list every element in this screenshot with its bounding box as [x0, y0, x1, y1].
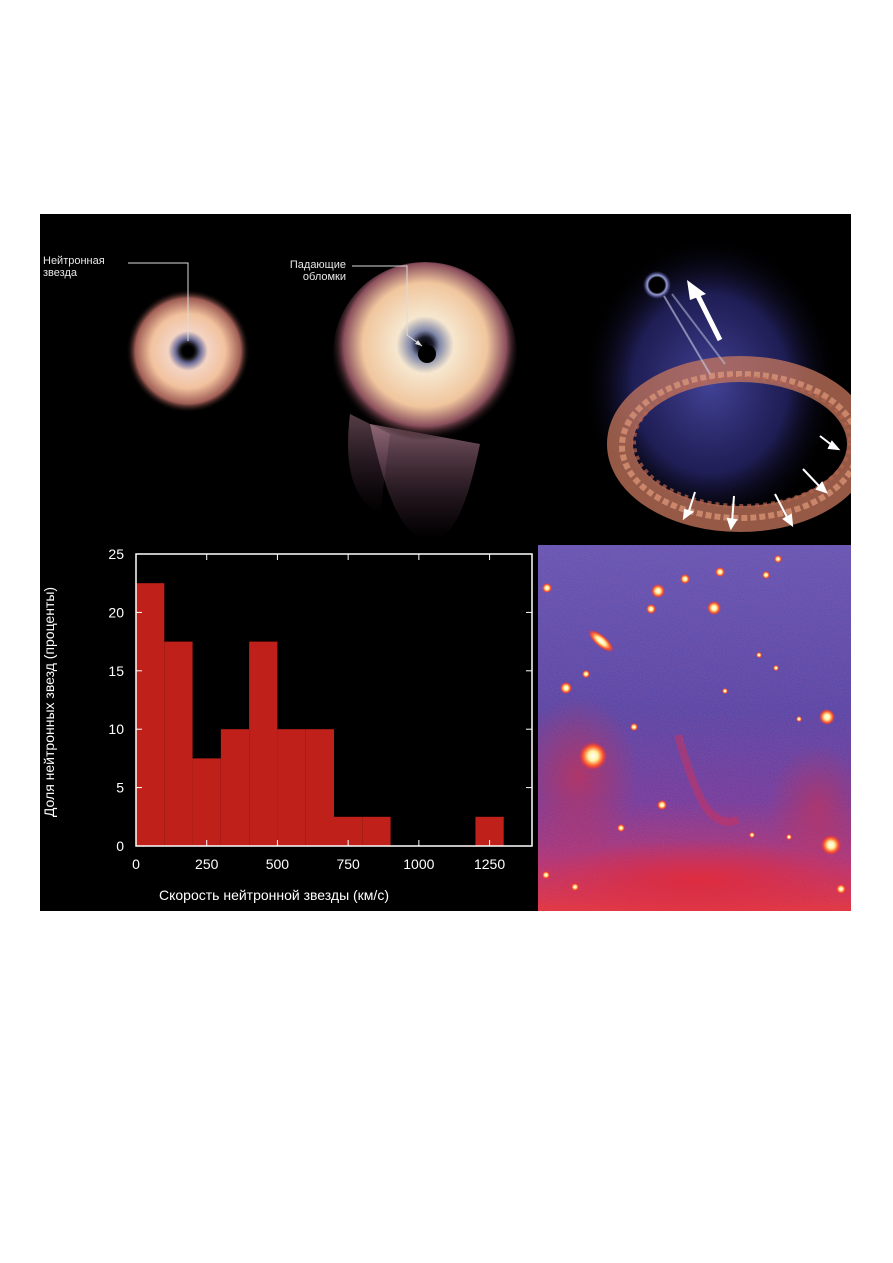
- x-tick-label-0: 0: [132, 856, 140, 872]
- histogram-bar-600-700: [305, 729, 334, 846]
- figure: Нейтронная звезда Падающие обломки 0 250 5…: [40, 214, 873, 920]
- x-tick-label-1000: 1000: [403, 856, 434, 872]
- supernova-illustration: Нейтронная звезда Падающие обломки: [40, 214, 873, 544]
- y-tick-label-5: 5: [116, 780, 124, 796]
- label-debris-line1: Падающие: [289, 259, 346, 271]
- nebula-image: [518, 545, 868, 920]
- histogram-bar-300-400: [220, 729, 250, 846]
- histogram-bar-800-900: [362, 816, 391, 846]
- label-debris-line2: обломки: [302, 271, 346, 283]
- x-tick-label-500: 500: [266, 856, 290, 872]
- histogram-bar-0-100: [136, 583, 165, 846]
- y-axis-label: Доля нейтронных звезд (проценты): [41, 587, 57, 817]
- x-tick-label-250: 250: [195, 856, 219, 872]
- y-tick-label-20: 20: [108, 604, 124, 620]
- velocity-histogram: 0 250 500 750 1000 1250 0 5 10 15 20 25 Скорость не…: [40, 544, 534, 911]
- histogram-bar-200-300: [192, 758, 221, 846]
- y-tick-label-25: 25: [108, 546, 124, 562]
- label-neutron-star: Нейтронная звезда: [43, 255, 105, 279]
- x-tick-label-1250: 1250: [474, 856, 505, 872]
- illustration-art: [126, 234, 873, 540]
- plot-frame: [135, 553, 533, 847]
- histogram-bar-400-500: [249, 641, 278, 846]
- label-falling-debris: Падающие обломки: [262, 259, 346, 283]
- histogram-bar-500-600: [277, 729, 306, 846]
- histogram-svg: 0 250 500 750 1000 1250 0 5 10 15 20 25 Скорость не…: [41, 546, 533, 903]
- x-tick-label-750: 750: [336, 856, 360, 872]
- histogram-bar-100-200: [164, 641, 193, 846]
- label-neutron-star-line1: Нейтронная: [43, 255, 105, 267]
- ticks-group: 0 250 500 750 1000 1250 0 5 10 15 20 25: [108, 546, 532, 872]
- nebula-art: [518, 545, 868, 920]
- bars-group: [136, 583, 504, 846]
- label-neutron-star-line2: звезда: [43, 267, 77, 279]
- y-tick-label-10: 10: [108, 721, 124, 737]
- y-tick-label-15: 15: [108, 663, 124, 679]
- y-tick-label-0: 0: [116, 838, 124, 854]
- x-axis-label: Скорость нейтронной звезды (км/с): [159, 887, 389, 903]
